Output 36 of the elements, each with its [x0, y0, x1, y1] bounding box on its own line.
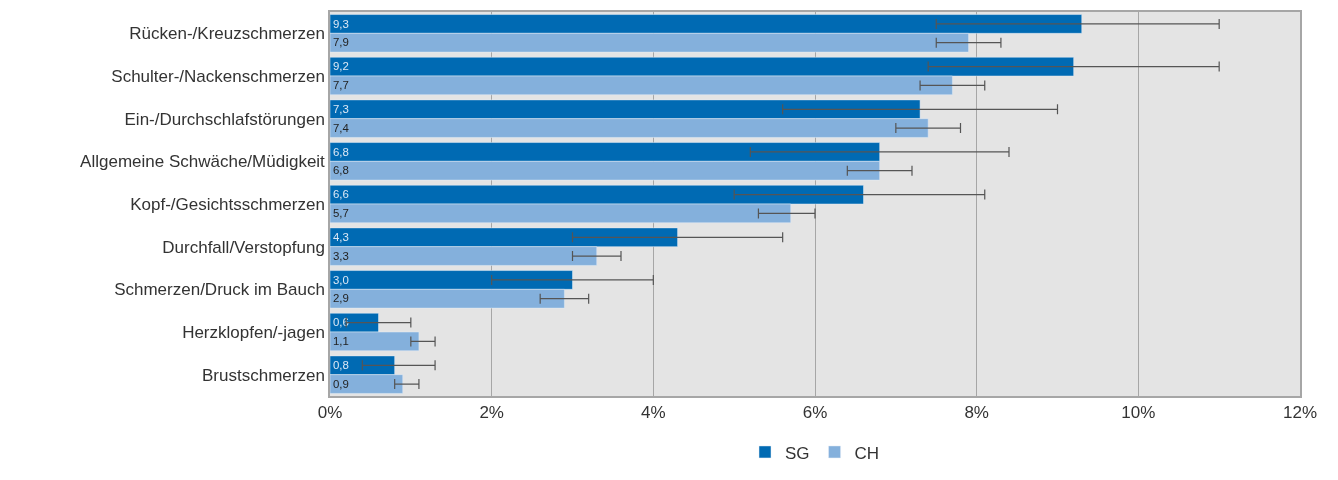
data-label: 9,2 [333, 60, 349, 73]
data-label: 0,9 [333, 377, 349, 390]
x-tick-label: 12% [1282, 403, 1318, 423]
data-label: 6,8 [333, 164, 349, 177]
data-label: 9,3 [333, 17, 349, 30]
data-label: 7,4 [333, 121, 350, 134]
data-label: 3,0 [333, 273, 349, 286]
data-label: 3,3 [333, 249, 349, 262]
y-tick-label: Schulter-/Nackenschmerzen [111, 66, 325, 86]
x-tick-label: 4% [641, 403, 666, 423]
data-label: 0,8 [333, 358, 349, 371]
data-label: 7,7 [333, 79, 349, 92]
y-tick-label: Rücken-/Kreuzschmerzen [129, 24, 325, 44]
data-label: 0,6 [333, 316, 349, 329]
y-tick-label: Kopf-/Gesichtsschmerzen [130, 194, 325, 214]
data-label: 7,3 [333, 102, 349, 115]
x-tick-label: 10% [1121, 403, 1156, 423]
data-label: 6,6 [333, 188, 349, 201]
y-tick-label: Ein-/Durchschlafstörungen [124, 109, 325, 129]
legend-label: CH [854, 443, 880, 463]
data-label: 4,3 [333, 230, 349, 243]
data-label: 7,9 [333, 36, 349, 49]
x-tick-label: 0% [317, 403, 343, 423]
x-tick-label: 6% [802, 403, 828, 423]
y-tick-label: Herzklopfen/-jagen [182, 322, 325, 342]
y-tick-label: Allgemeine Schwäche/Müdigkeit [80, 152, 326, 172]
data-label: 1,1 [333, 335, 349, 348]
y-tick-label: Schmerzen/Druck im Bauch [114, 280, 325, 300]
y-tick-label: Brustschmerzen [202, 365, 325, 385]
data-label: 2,9 [333, 292, 349, 305]
x-tick-label: 2% [479, 403, 504, 423]
data-label: 6,8 [333, 145, 349, 158]
data-label: 5,7 [333, 207, 349, 220]
x-tick-label: 8% [964, 403, 989, 423]
legend-label: SG [785, 443, 810, 463]
y-tick-label: Durchfall/Verstopfung [162, 237, 325, 257]
